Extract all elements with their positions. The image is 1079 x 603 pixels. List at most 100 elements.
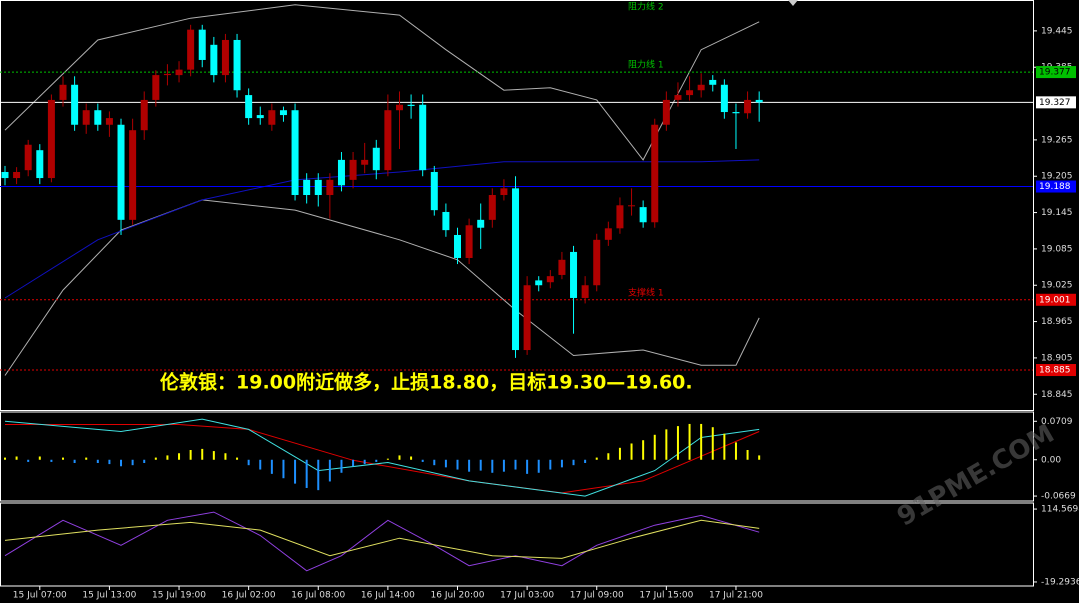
candle-body bbox=[465, 225, 473, 258]
candle-body bbox=[59, 84, 67, 100]
candle-body bbox=[117, 124, 125, 220]
shift-marker bbox=[788, 0, 798, 6]
level-box bbox=[1036, 293, 1076, 306]
candle-body bbox=[291, 110, 299, 196]
main-frame bbox=[0, 0, 1034, 411]
candle-body bbox=[175, 69, 183, 76]
level-label: 18.885 bbox=[1039, 366, 1071, 376]
level-box bbox=[1036, 66, 1076, 79]
candle-body bbox=[105, 118, 113, 125]
candle-body bbox=[581, 285, 589, 298]
candle-body bbox=[140, 99, 148, 131]
candle-body bbox=[744, 99, 752, 114]
candle-body bbox=[500, 188, 508, 196]
candle-body bbox=[71, 84, 79, 125]
candle-body bbox=[628, 205, 636, 207]
level-box bbox=[1036, 96, 1076, 109]
candle-body bbox=[686, 90, 694, 96]
candle-body bbox=[303, 179, 311, 196]
candle-body bbox=[163, 73, 171, 76]
candle-body bbox=[651, 124, 659, 223]
y-tick-label: 18.965 bbox=[1041, 317, 1073, 327]
y-tick-label: 19.205 bbox=[1041, 172, 1073, 182]
candle-body bbox=[372, 147, 380, 171]
indicator-line bbox=[4, 418, 760, 497]
x-tick-label: 17 Jul 03:00 bbox=[500, 591, 554, 601]
macd-frame bbox=[0, 411, 1034, 502]
candle-body bbox=[523, 285, 531, 351]
candle-body bbox=[419, 104, 427, 171]
level-label: 19.327 bbox=[1039, 98, 1071, 108]
y-tick-label: 19.265 bbox=[1041, 135, 1073, 145]
x-tick-label: 16 Jul 14:00 bbox=[361, 591, 415, 601]
y-tick-label: 114.5698 bbox=[1041, 505, 1079, 515]
level-label: 19.001 bbox=[1039, 295, 1071, 305]
candle-body bbox=[47, 99, 55, 179]
resistance-2-label: 阻力线 2 bbox=[628, 1, 664, 13]
indicator-line bbox=[4, 519, 760, 559]
candle-body bbox=[349, 159, 357, 180]
candle-body bbox=[13, 171, 21, 179]
candle-body bbox=[453, 234, 461, 258]
candle-body bbox=[488, 195, 496, 220]
candle-body bbox=[430, 171, 438, 211]
candle-body bbox=[187, 29, 195, 70]
candle-body bbox=[210, 44, 218, 76]
candle-body bbox=[337, 159, 345, 186]
annotation: 伦敦银：19.00附近做多，止损18.80，目标19.30—19.60. bbox=[160, 371, 693, 394]
candle-body bbox=[639, 207, 647, 223]
candle-body bbox=[732, 112, 740, 114]
candle-body bbox=[36, 150, 44, 179]
oscillator-frame bbox=[0, 502, 1034, 587]
level-label: 19.188 bbox=[1039, 182, 1071, 192]
candle-body bbox=[395, 104, 403, 111]
y-tick-label: 0.0709 bbox=[1041, 417, 1073, 427]
candle-body bbox=[326, 179, 334, 196]
candle-body bbox=[384, 110, 392, 171]
x-tick-label: 17 Jul 21:00 bbox=[709, 591, 763, 601]
candle-body bbox=[558, 259, 566, 275]
y-tick-label: -0.0669 bbox=[1041, 492, 1076, 502]
candle-body bbox=[94, 110, 102, 125]
y-tick-label: 19.145 bbox=[1041, 208, 1073, 218]
candle-body bbox=[361, 159, 369, 165]
y-tick-label: 18.905 bbox=[1041, 353, 1073, 363]
candle-body bbox=[477, 219, 485, 228]
candle-body bbox=[268, 110, 276, 125]
candle-body bbox=[720, 84, 728, 113]
candle-body bbox=[512, 188, 520, 351]
candle-body bbox=[616, 205, 624, 229]
candle-body bbox=[709, 79, 717, 85]
y-tick-label: -19.2936 bbox=[1041, 577, 1079, 587]
candle-body bbox=[674, 95, 682, 100]
candle-body bbox=[82, 110, 90, 125]
x-tick-label: 17 Jul 09:00 bbox=[570, 591, 624, 601]
y-tick-label: 18.845 bbox=[1041, 390, 1073, 400]
y-tick-label: 19.025 bbox=[1041, 281, 1073, 291]
x-tick-label: 17 Jul 15:00 bbox=[639, 591, 693, 601]
x-tick-label: 15 Jul 13:00 bbox=[82, 591, 136, 601]
candle-body bbox=[256, 115, 264, 119]
level-box bbox=[1036, 180, 1076, 193]
watermark: 91PME.COM bbox=[892, 419, 1059, 533]
candle-body bbox=[546, 276, 554, 283]
candle-body bbox=[221, 39, 229, 76]
level-label: 19.377 bbox=[1039, 68, 1071, 78]
candle-body bbox=[570, 251, 578, 298]
x-tick-label: 16 Jul 08:00 bbox=[291, 591, 345, 601]
indicator-line bbox=[5, 424, 760, 494]
candle-body bbox=[1, 171, 9, 179]
candle-body bbox=[314, 179, 322, 196]
candle-body bbox=[152, 75, 160, 100]
x-tick-label: 15 Jul 19:00 bbox=[152, 591, 206, 601]
level-name: 支撑线 1 bbox=[628, 286, 664, 298]
candle-body bbox=[697, 84, 705, 91]
x-tick-label: 15 Jul 07:00 bbox=[13, 591, 67, 601]
indicator-line bbox=[4, 511, 760, 572]
candle-body bbox=[604, 228, 612, 240]
level-box bbox=[1036, 364, 1076, 377]
candle-body bbox=[129, 130, 137, 220]
y-tick-label: 0.00 bbox=[1041, 455, 1061, 465]
candle-body bbox=[233, 39, 241, 91]
